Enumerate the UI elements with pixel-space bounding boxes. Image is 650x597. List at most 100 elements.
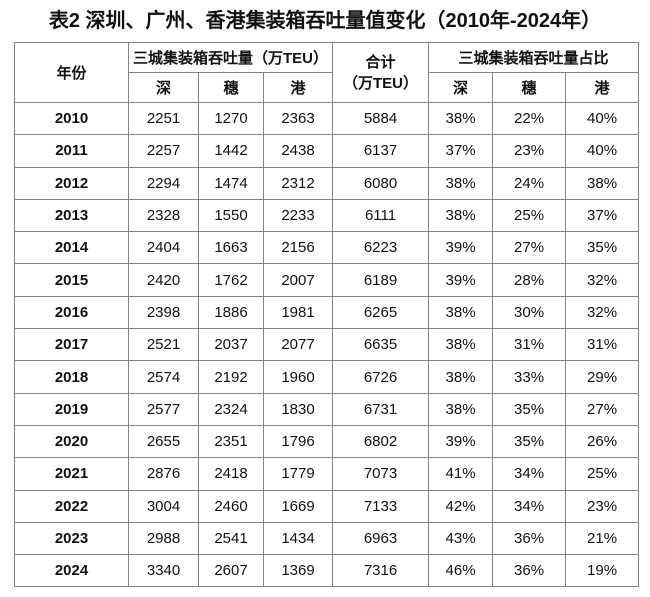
cell-gang-throughput: 2312 [262,166,334,200]
cell-gang-share: 19% [565,554,640,588]
cell-shen-share: 38% [428,295,494,330]
cell-gang-share: 40% [565,134,640,168]
cell-gang-throughput: 1369 [262,554,334,588]
cell-gang-throughput: 2233 [262,198,334,233]
header-city-row: 深 穗 港 深 穗 港 [15,72,640,103]
header-group-row: 年份 三城集装箱吞吐量（万TEU） 合计 （万TEU） 三城集装箱吞吐量占比 [14,42,640,103]
cell-gang-share: 35% [565,231,640,265]
cell-total: 6731 [332,392,430,426]
cell-gang-throughput: 2007 [262,263,334,297]
cell-gang-share: 27% [565,392,640,426]
table-body: 2010 2251 1270 2363 5884 38% 22% 40% 201… [14,101,640,588]
cell-gang-throughput: 1434 [262,521,334,556]
cell-gang-share: 21% [565,521,640,556]
cell-year: 2011 [14,134,129,168]
cell-shen-share: 43% [428,521,494,556]
cell-total: 6080 [332,166,430,200]
cell-sui-throughput: 1550 [198,198,264,233]
cell-year: 2019 [14,392,129,426]
table-row: 2018 2574 2192 1960 6726 38% 33% 29% [14,360,640,394]
cell-shen-throughput: 2574 [128,360,199,394]
cell-shen-share: 38% [428,166,494,200]
cell-sui-share: 23% [492,134,567,168]
table-row: 2023 2988 2541 1434 6963 43% 36% 21% [14,521,640,556]
cell-sui-throughput: 2324 [198,392,264,426]
cell-shen-throughput: 3340 [128,554,199,588]
cell-year: 2022 [14,489,129,523]
table-row: 2011 2257 1442 2438 6137 37% 23% 40% [14,134,640,168]
cell-gang-share: 29% [565,360,640,394]
cell-sui-throughput: 2541 [198,521,264,556]
table-row: 2019 2577 2324 1830 6731 38% 35% 27% [14,392,640,426]
cell-sui-throughput: 2192 [198,360,264,394]
cell-total: 7316 [332,554,430,588]
header-share-gang: 港 [565,72,640,103]
page-title: 表2 深圳、广州、香港集装箱吞吐量值变化（2010年-2024年） [48,10,602,32]
cell-shen-throughput: 2257 [128,134,199,168]
cell-gang-share: 31% [565,328,640,362]
cell-gang-throughput: 2363 [262,101,334,136]
table-row: 2013 2328 1550 2233 6111 38% 25% 37% [14,198,640,233]
table-row: 2020 2655 2351 1796 6802 39% 35% 26% [14,424,640,459]
cell-shen-share: 42% [428,489,494,523]
table-row: 2015 2420 1762 2007 6189 39% 28% 32% [14,263,640,297]
cell-total: 6963 [332,521,430,556]
cell-shen-throughput: 2988 [128,521,199,556]
cell-total: 6189 [332,263,430,297]
cell-shen-share: 38% [428,101,494,136]
cell-sui-share: 34% [492,457,567,491]
cell-sui-share: 36% [492,521,567,556]
cell-total: 6635 [332,328,430,362]
cell-total: 6137 [332,134,430,168]
cell-shen-share: 39% [428,263,494,297]
cell-total: 6111 [332,198,430,233]
cell-total: 7133 [332,489,430,523]
header-share-shen: 深 [428,72,494,103]
cell-sui-throughput: 2460 [198,489,264,523]
cell-sui-share: 33% [492,360,567,394]
table-row: 2021 2876 2418 1779 7073 41% 34% 25% [14,457,640,491]
cell-gang-share: 25% [565,457,640,491]
cell-shen-share: 41% [428,457,494,491]
cell-sui-throughput: 2607 [198,554,264,588]
cell-gang-throughput: 1779 [262,457,334,491]
cell-shen-throughput: 2420 [128,263,199,297]
cell-sui-share: 25% [492,198,567,233]
cell-year: 2013 [14,198,129,233]
cell-gang-throughput: 1669 [262,489,334,523]
cell-gang-share: 40% [565,101,640,136]
cell-year: 2018 [14,360,129,394]
cell-shen-share: 38% [428,392,494,426]
cell-total: 6223 [332,231,430,265]
header-throughput-shen: 深 [128,72,199,103]
cell-total: 7073 [332,457,430,491]
cell-shen-share: 39% [428,424,494,459]
cell-sui-throughput: 1270 [198,101,264,136]
cell-year: 2014 [14,231,129,265]
cell-sui-share: 24% [492,166,567,200]
cell-sui-throughput: 1442 [198,134,264,168]
cell-year: 2015 [14,263,129,297]
header-throughput-group: 三城集装箱吞吐量（万TEU） [127,42,334,73]
cell-year: 2021 [14,457,129,491]
cell-gang-share: 37% [565,198,640,233]
header-share-sui: 穗 [492,72,567,103]
cell-sui-share: 36% [492,554,567,588]
cell-shen-share: 39% [428,231,494,265]
table-row: 2024 3340 2607 1369 7316 46% 36% 19% [14,554,640,588]
cell-year: 2020 [14,424,129,459]
cell-total: 5884 [332,101,430,136]
cell-shen-throughput: 2328 [128,198,199,233]
cell-shen-share: 37% [428,134,494,168]
header-total: 合计 （万TEU） [332,42,430,103]
cell-gang-share: 23% [565,489,640,523]
cell-sui-share: 35% [492,392,567,426]
cell-sui-throughput: 1663 [198,231,264,265]
cell-year: 2012 [14,166,129,200]
cell-sui-share: 35% [492,424,567,459]
cell-year: 2016 [14,295,129,330]
cell-total: 6802 [332,424,430,459]
cell-gang-throughput: 1830 [262,392,334,426]
cell-year: 2017 [14,328,129,362]
cell-year: 2024 [14,554,129,588]
